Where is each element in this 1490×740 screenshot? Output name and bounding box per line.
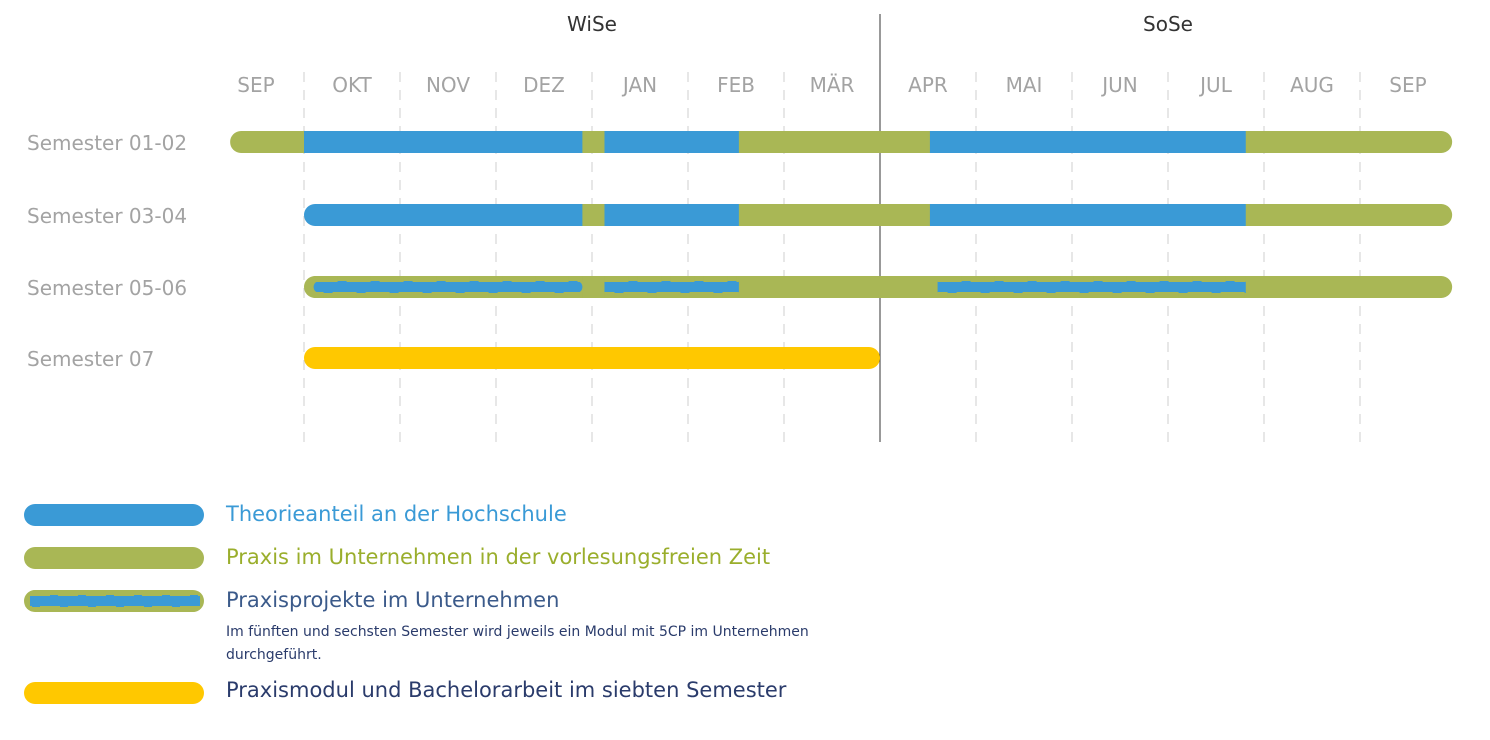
bar-segment-practice [1245, 204, 1453, 226]
bar-segment-practice [582, 204, 605, 226]
legend-label-final: Praxismodul und Bachelorarbeit im siebte… [226, 678, 787, 702]
bar-segment-project [313, 276, 583, 298]
bar-segment-practice [738, 131, 931, 153]
bar-segment-theory [304, 204, 583, 226]
month-label: APR [908, 73, 948, 97]
project-core [313, 281, 583, 293]
month-label: FEB [717, 73, 755, 97]
legend-swatch-practice [24, 547, 204, 569]
row-label: Semester 07 [27, 347, 154, 371]
legend-label-theory: Theorieanteil an der Hochschule [226, 502, 567, 526]
legend-note-project: Im fünften und sechsten Semester wird je… [226, 624, 809, 663]
period-label-sose: SoSe [1143, 12, 1193, 36]
bar-segment-project [604, 276, 739, 298]
month-label: DEZ [523, 73, 565, 97]
bar-segment-final [304, 347, 880, 369]
row-bars [304, 276, 1453, 298]
bar-segment-theory [929, 131, 1247, 153]
month-label: AUG [1290, 73, 1334, 97]
legend-label-practice: Praxis im Unternehmen in der vorlesungsf… [226, 545, 771, 569]
bar-segment-practice [230, 131, 305, 153]
timeline-row: Semester 05-06 [27, 276, 1453, 300]
period-label-wise: WiSe [567, 12, 617, 36]
bar-segment-theory [604, 131, 740, 153]
row-label: Semester 03-04 [27, 204, 187, 228]
month-label: MÄR [810, 73, 855, 97]
month-label: NOV [426, 73, 470, 97]
row-label: Semester 01-02 [27, 131, 187, 155]
bar-segment-theory [604, 204, 740, 226]
month-label: JAN [621, 73, 657, 97]
legend-swatch-project [24, 590, 204, 612]
timeline-row: Semester 03-04 [27, 204, 1453, 228]
month-label: JUN [1100, 73, 1138, 97]
timeline-row: Semester 01-02 [27, 131, 1453, 155]
project-core [937, 281, 1246, 293]
legend-swatch-theory [24, 504, 204, 526]
row-bars [230, 131, 1453, 153]
legend-label-project: Praxisprojekte im Unternehmen [226, 588, 560, 612]
legend-swatch-final [24, 682, 204, 704]
month-label: OKT [332, 73, 372, 97]
row-bars [304, 347, 880, 369]
month-label: JUL [1198, 73, 1233, 97]
project-core [604, 281, 739, 293]
month-label: SEP [237, 73, 274, 97]
row-label: Semester 05-06 [27, 276, 187, 300]
bar-segment-project [937, 276, 1246, 298]
bar-segment-theory [304, 131, 583, 153]
month-label: SEP [1389, 73, 1426, 97]
semester-timeline-chart: WiSe SoSe SEP OKT NOV DEZ JAN FEB MÄR APR MAI JUN JU… [27, 12, 1453, 442]
row-bars [304, 204, 1453, 226]
month-label: MAI [1006, 73, 1043, 97]
bar-segment-practice [1245, 131, 1453, 153]
bar-segment-practice [582, 131, 605, 153]
bar-segment-theory [929, 204, 1247, 226]
timeline-row: Semester 07 [27, 347, 880, 371]
bar-segment-practice [738, 204, 931, 226]
